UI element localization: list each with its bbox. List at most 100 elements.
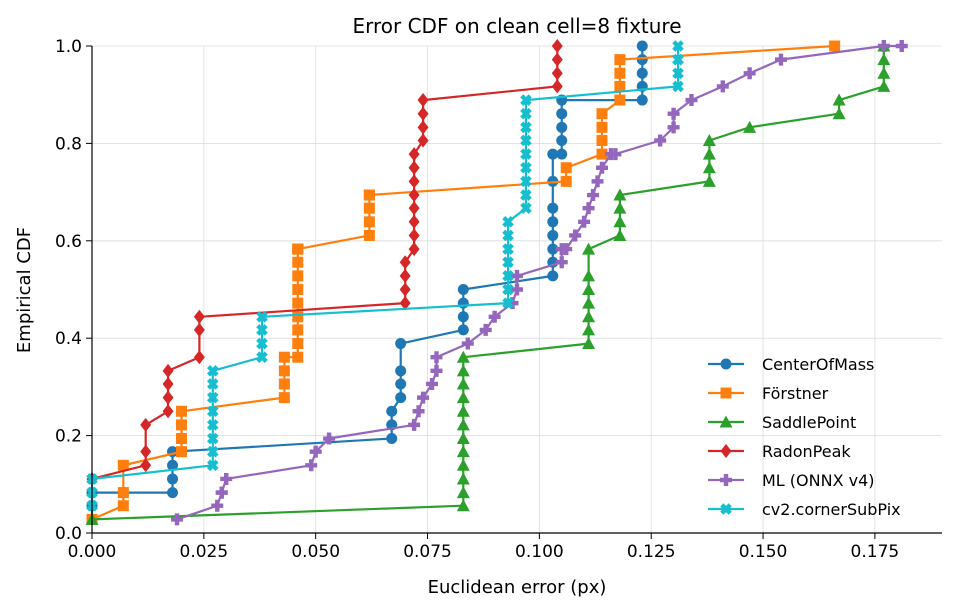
data-point: [206, 432, 219, 445]
data-point: [506, 297, 519, 310]
x-tick-label: 0.175: [851, 542, 900, 562]
data-point: [363, 216, 375, 228]
data-point: [587, 189, 600, 202]
x-tick-label: 0.025: [180, 542, 229, 562]
data-point: [702, 161, 716, 174]
data-point: [292, 351, 304, 363]
data-point: [520, 94, 532, 106]
series-cv2-cornersubpix: [86, 40, 684, 512]
data-point: [456, 364, 470, 377]
data-point: [456, 472, 470, 485]
legend: CenterOfMass Förstner SaddlePoint RadonPeak…: [708, 355, 901, 519]
x-tick-label: 0.150: [739, 542, 788, 562]
data-point: [215, 486, 228, 499]
legend-entry: Förstner: [708, 384, 829, 403]
data-point: [456, 458, 470, 471]
data-point: [895, 40, 908, 52]
legend-label: Förstner: [762, 384, 829, 403]
legend-entry: RadonPeak: [708, 442, 851, 461]
data-point: [547, 270, 559, 282]
data-point: [292, 284, 304, 295]
legend-marker: [720, 503, 732, 515]
data-point: [457, 324, 469, 336]
data-point: [430, 351, 443, 364]
data-point: [408, 228, 420, 243]
data-point: [399, 282, 411, 297]
data-point: [520, 202, 532, 214]
y-tick-label: 0.4: [55, 329, 82, 349]
data-point: [206, 445, 219, 458]
y-axis-label: Empirical CDF: [14, 227, 35, 353]
data-point: [551, 52, 563, 67]
data-point: [556, 108, 568, 120]
data-point: [140, 444, 152, 459]
data-point: [417, 391, 430, 404]
x-tick-label: 0.000: [68, 542, 117, 562]
data-point: [702, 133, 716, 146]
data-point: [596, 148, 608, 160]
data-point: [456, 377, 470, 390]
data-point: [399, 255, 411, 270]
y-tick-label: 0.0: [55, 524, 82, 544]
data-point: [636, 67, 648, 79]
data-point: [292, 311, 304, 323]
data-point: [408, 201, 420, 216]
data-point: [399, 296, 411, 311]
data-point: [560, 175, 572, 187]
data-point: [511, 283, 523, 296]
data-point: [386, 433, 398, 445]
data-point: [672, 80, 684, 93]
data-point: [502, 297, 514, 309]
data-point: [488, 310, 501, 323]
data-point: [278, 378, 290, 390]
data-point: [654, 134, 667, 147]
data-point: [614, 94, 626, 106]
data-point: [672, 67, 684, 80]
data-point: [417, 133, 429, 148]
data-point: [614, 54, 626, 66]
data-point: [582, 283, 596, 295]
data-point: [582, 310, 596, 323]
data-point: [117, 500, 129, 512]
data-point: [206, 419, 219, 431]
data-point: [520, 121, 532, 134]
data-point: [456, 445, 470, 458]
legend-marker: [720, 358, 732, 370]
data-point: [395, 378, 407, 390]
data-point: [363, 229, 375, 241]
data-point: [877, 53, 891, 66]
data-point: [117, 487, 129, 499]
data-point: [547, 216, 559, 228]
data-point: [292, 256, 304, 268]
data-point: [292, 243, 304, 255]
y-tick-label: 0.2: [55, 427, 82, 447]
data-point: [457, 284, 469, 295]
data-point: [162, 363, 174, 378]
data-point: [596, 161, 608, 174]
legend-entry: cv2.cornerSubPix: [708, 500, 901, 519]
series-f-rstner: [86, 40, 841, 525]
data-point: [206, 459, 219, 472]
data-point: [636, 54, 648, 66]
legend-label: SaddlePoint: [762, 413, 856, 432]
data-point: [117, 459, 129, 471]
data-point: [175, 446, 187, 458]
data-point: [456, 499, 470, 512]
data-point: [278, 392, 290, 404]
data-point: [582, 242, 596, 255]
data-point: [206, 405, 219, 418]
series-layer: [85, 39, 908, 526]
y-tick-label: 0.8: [55, 134, 82, 154]
data-point: [502, 256, 514, 269]
data-point: [547, 202, 559, 214]
data-point: [520, 175, 532, 188]
legend-entry: ML (ONNX v4): [708, 471, 875, 490]
data-point: [502, 243, 514, 255]
legend-label: ML (ONNX v4): [762, 471, 875, 490]
data-point: [667, 107, 680, 120]
legend-marker: [720, 387, 732, 399]
legend-marker: [719, 415, 733, 428]
data-point: [596, 121, 608, 133]
data-point: [417, 93, 429, 108]
